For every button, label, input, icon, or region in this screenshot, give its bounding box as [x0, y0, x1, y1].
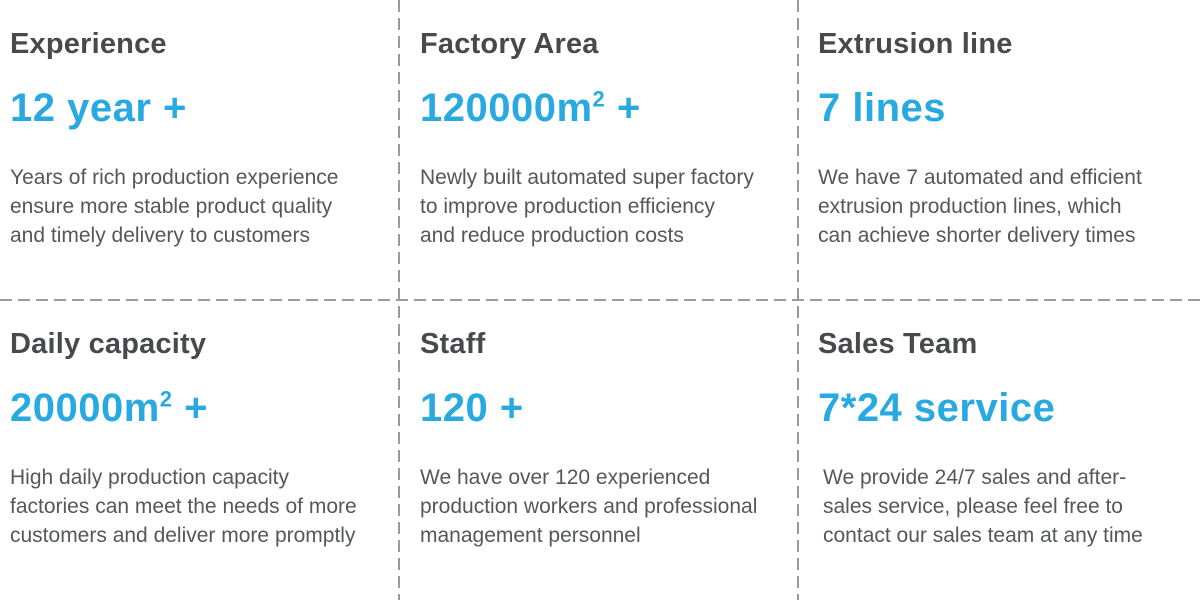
desc-line: Years of rich production experience [10, 166, 339, 189]
card-description: We provide 24/7 sales and after- sales s… [818, 463, 1200, 550]
card-value-main: 7 lines [818, 86, 947, 130]
card-value-main: 20000m [10, 386, 160, 430]
card-value: 120000m2 + [420, 85, 798, 131]
desc-line: management personnel [420, 524, 641, 547]
desc-line: We have 7 automated and efficient [818, 166, 1142, 189]
desc-line: Newly built automated super factory [420, 166, 754, 189]
card-value: 12 year + [10, 85, 399, 131]
desc-line: can achieve shorter delivery times [818, 224, 1136, 247]
card-description: Newly built automated super factory to i… [420, 163, 798, 250]
desc-line: customers and deliver more promptly [10, 524, 356, 547]
card-title: Experience [10, 28, 167, 60]
card-value: 20000m2 + [10, 385, 399, 431]
desc-line: and reduce production costs [420, 224, 684, 247]
card-value-main: 12 year + [10, 86, 187, 130]
desc-line: extrusion production lines, which [818, 195, 1122, 218]
desc-line: ensure more stable product quality [10, 195, 333, 218]
desc-line: production workers and professional [420, 495, 758, 518]
card-value-superscript: 2 [159, 386, 173, 412]
row-divider [0, 299, 1200, 301]
card-description: Years of rich production experience ensu… [10, 163, 399, 250]
card-description: We have 7 automated and efficient extrus… [818, 163, 1200, 250]
desc-line: sales service, please feel free to [823, 495, 1123, 518]
desc-line: factories can meet the needs of more [10, 495, 357, 518]
card-value: 7*24 service [818, 385, 1200, 431]
card-title: Staff [420, 328, 486, 360]
card-title: Factory Area [420, 28, 599, 60]
card-description: High daily production capacity factories… [10, 463, 399, 550]
card-title: Extrusion line [818, 28, 1013, 60]
card-value-superscript: 2 [592, 86, 606, 112]
card-title: Sales Team [818, 328, 978, 360]
stat-card-factory-area: Factory Area 120000m2 + Newly built auto… [399, 0, 798, 300]
stat-card-experience: Experience 12 year + Years of rich produ… [0, 0, 399, 300]
stat-card-staff: Staff 120 + We have over 120 experienced… [399, 300, 798, 600]
stat-card-daily-capacity: Daily capacity 20000m2 + High daily prod… [0, 300, 399, 600]
card-value-main: 120000m [420, 86, 593, 130]
desc-line: We have over 120 experienced [420, 466, 711, 489]
stat-card-sales-team: Sales Team 7*24 service We provide 24/7 … [798, 300, 1200, 600]
desc-line: High daily production capacity [10, 466, 289, 489]
desc-line: and timely delivery to customers [10, 224, 310, 247]
card-value: 120 + [420, 385, 798, 431]
card-title: Daily capacity [10, 328, 207, 360]
card-value: 7 lines [818, 85, 1200, 131]
card-value-main: 7*24 service [818, 386, 1056, 430]
card-description: We have over 120 experienced production … [420, 463, 798, 550]
card-value-suffix: + [605, 86, 641, 130]
desc-line: We provide 24/7 sales and after- [823, 466, 1127, 489]
card-value-main: 120 + [420, 386, 524, 430]
stat-card-extrusion-line: Extrusion line 7 lines We have 7 automat… [798, 0, 1200, 300]
desc-line: contact our sales team at any time [823, 524, 1143, 547]
desc-line: to improve production efficiency [420, 195, 715, 218]
card-value-suffix: + [172, 386, 209, 430]
